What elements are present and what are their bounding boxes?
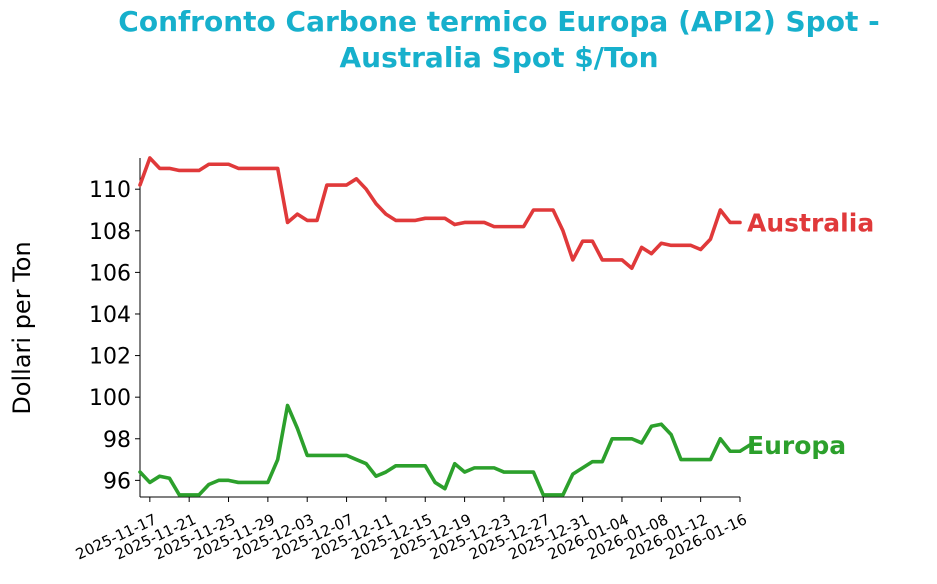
y-tick-label: 96 — [103, 469, 131, 494]
y-axis-label: Dollari per Ton — [8, 241, 36, 414]
y-tick-label: 102 — [89, 345, 131, 370]
series-labels: Australia Europa — [747, 208, 874, 460]
y-tick-label: 108 — [89, 220, 131, 245]
axes — [139, 158, 740, 498]
x-ticks: 2025-11-172025-11-212025-11-252025-11-29… — [73, 497, 750, 563]
series-label-europa: Europa — [747, 431, 846, 460]
series-label-australia: Australia — [747, 208, 874, 237]
y-tick-label: 100 — [89, 386, 131, 411]
series-line-europa — [138, 403, 752, 497]
y-tick-label: 104 — [89, 303, 131, 328]
y-tick-label: 110 — [89, 178, 131, 203]
chart-title-line-1: Confronto Carbone termico Europa (API2) … — [118, 5, 879, 38]
series-line-australia — [138, 156, 742, 271]
chart-title-line-2: Australia Spot $/Ton — [339, 41, 658, 74]
y-tick-label: 106 — [89, 261, 131, 286]
y-tick-label: 98 — [103, 428, 131, 453]
y-ticks: 96 98 100 102 104 106 108 110 — [89, 178, 140, 494]
series-lines — [138, 156, 752, 497]
